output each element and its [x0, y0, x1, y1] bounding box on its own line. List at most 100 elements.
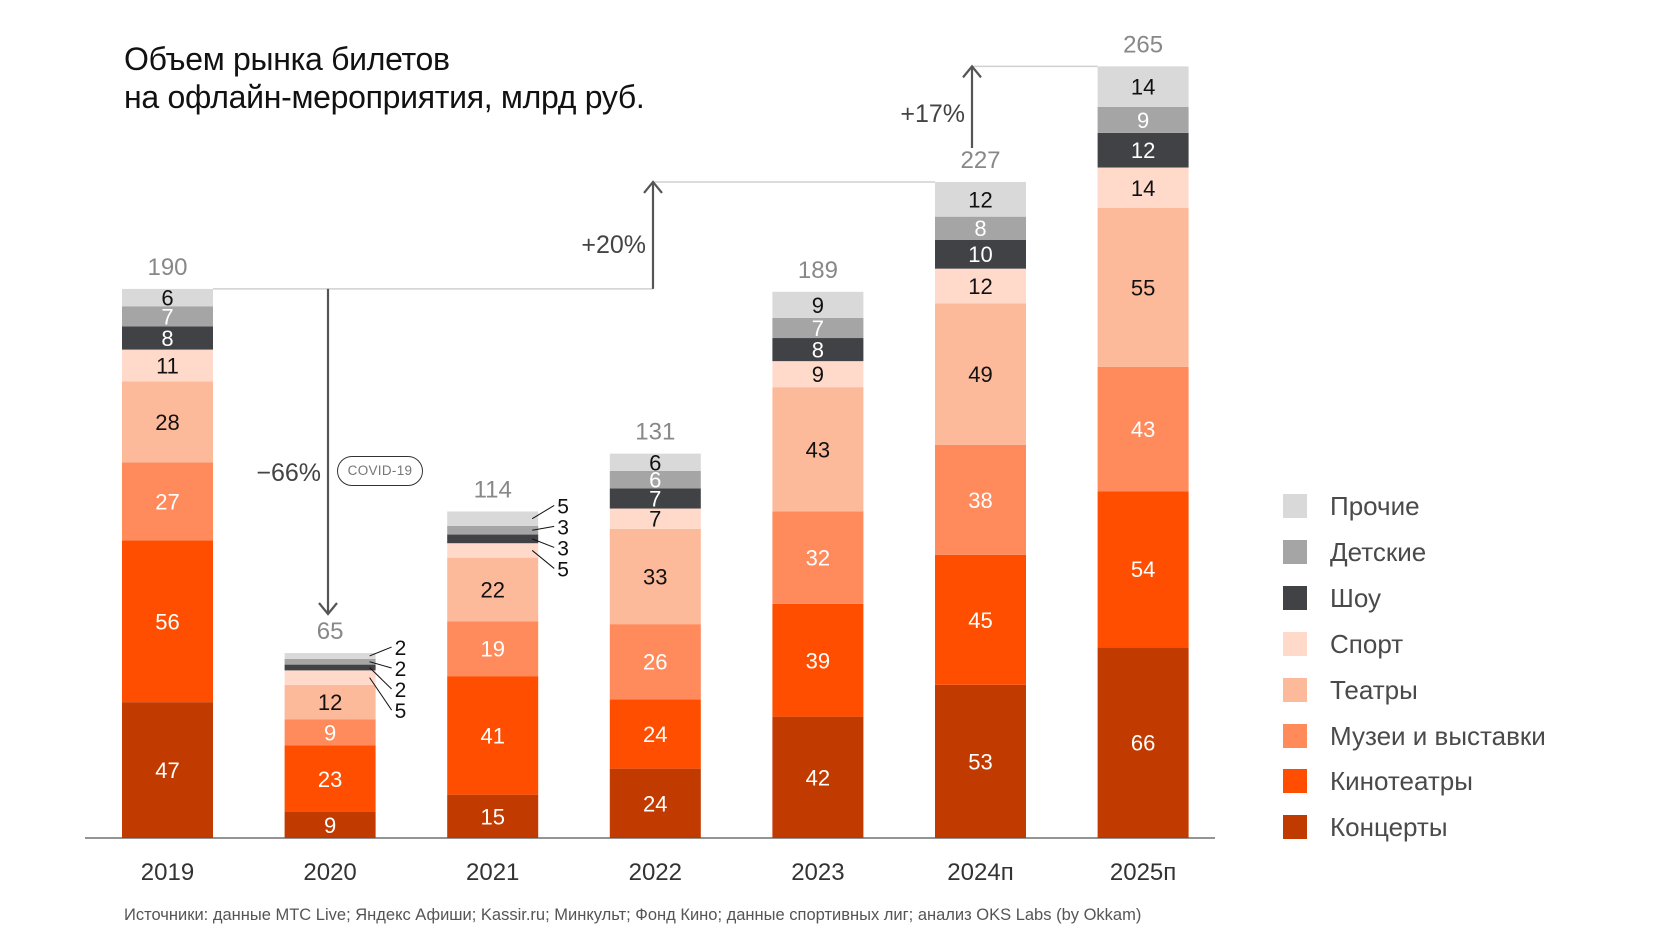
segment-label: 38: [968, 488, 992, 513]
legend-swatch: [1283, 815, 1307, 840]
bar-segment-2020-3: [284, 719, 376, 746]
x-tick-label: 2025п: [1110, 859, 1176, 886]
segment-label: 53: [968, 749, 992, 774]
legend-label: Детские: [1330, 536, 1427, 567]
total-label: 114: [474, 476, 512, 503]
drop-annotation: −66%: [256, 459, 321, 487]
bar-segment-2020-2: [284, 745, 376, 812]
segment-label: 28: [155, 410, 179, 435]
leader-line: [369, 667, 392, 690]
segment-label: 55: [1131, 275, 1155, 300]
bar-segment-2021-4: [447, 557, 539, 622]
bar-segment-2025п-3: [1097, 366, 1189, 492]
segment-label: 12: [1131, 138, 1155, 163]
x-tick-label: 2021: [466, 859, 519, 886]
growth-annotation-2022-2024: +20%: [581, 231, 646, 259]
legend-label: Кинотеатры: [1330, 766, 1473, 797]
arrow-head-icon: [643, 180, 663, 194]
bar-segment-2019-7: [122, 306, 213, 327]
leader-line: [531, 550, 555, 569]
x-tick-labels: 2019 2020 2021 2022 2023 2024п 2025п: [141, 859, 1176, 886]
legend-swatch: [1283, 494, 1307, 518]
bar-segment-2020-7: [284, 658, 376, 665]
segment-label: 12: [968, 187, 992, 212]
leader-line: [532, 538, 555, 548]
bar-segment-2019-8: [122, 288, 213, 307]
segment-label-outside: 3: [557, 516, 569, 539]
bar-segment-2020-5: [284, 670, 376, 685]
bar-segment-2022-5: [609, 508, 701, 529]
segment-label: 47: [155, 758, 179, 783]
bar-segment-2023-3: [772, 511, 864, 604]
bar-segment-2025п-7: [1097, 106, 1189, 133]
bar-segment-2023-7: [772, 317, 864, 339]
segment-label: 66: [1131, 731, 1155, 756]
bar-segment-2022-4: [609, 528, 701, 625]
segment-label: 7: [649, 507, 661, 532]
leader-line: [369, 661, 392, 669]
legend-label: Спорт: [1330, 628, 1404, 659]
total-label: 227: [960, 147, 1000, 174]
legend-label: Концерты: [1330, 812, 1448, 843]
legend-label: Шоу: [1330, 582, 1381, 613]
segment-label: 6: [649, 468, 661, 493]
bar-segment-2025п-6: [1097, 132, 1189, 168]
chart-title: Объем рынка билетов на офлайн-мероприяти…: [124, 40, 645, 116]
segment-label: 14: [1131, 176, 1155, 201]
segment-label: 9: [812, 362, 824, 387]
bar-segment-2021-5: [447, 543, 539, 558]
legend-label: Музеи и выставки: [1330, 720, 1546, 751]
x-tick-label: 2023: [791, 859, 844, 886]
legend-swatch: [1283, 539, 1307, 564]
leader-line: [532, 525, 555, 531]
segment-label: 7: [649, 486, 661, 511]
bar-segment-2021-2: [447, 676, 539, 795]
segment-label: 41: [480, 723, 504, 748]
bar-segment-2019-6: [122, 326, 213, 350]
bar-segment-2020-8: [284, 653, 376, 659]
covid-badge: COVID-19: [337, 456, 423, 486]
total-label: 189: [798, 257, 838, 284]
bar-segment-2019-5: [122, 349, 213, 382]
segment-label-outside: 3: [557, 537, 569, 560]
segment-label: 39: [806, 648, 830, 673]
bar-segment-2022-8: [609, 453, 701, 471]
bar-segment-2023-4: [772, 387, 864, 512]
leader-line: [369, 677, 393, 711]
segment-label: 9: [812, 293, 824, 318]
bar-segment-2021-8: [447, 511, 539, 526]
segment-label-outside: 5: [557, 495, 569, 518]
segment-label: 9: [1137, 108, 1149, 133]
arrow-head-icon: [962, 64, 982, 79]
bar-segment-2020-6: [284, 664, 376, 671]
segment-label: 24: [643, 791, 667, 816]
total-label: 265: [1123, 31, 1163, 58]
bar-segment-2021-1: [447, 794, 539, 838]
bar-segment-2022-2: [609, 699, 701, 769]
x-tick-label: 2019: [141, 859, 194, 886]
bar-segment-2023-5: [772, 361, 864, 388]
bar-segment-2019-2: [122, 540, 213, 703]
bar-segment-2024п-2: [935, 554, 1026, 685]
segment-label: 9: [324, 813, 336, 838]
segment-label-outside: 2: [395, 679, 407, 702]
bars: [122, 66, 1189, 838]
bar-segment-2022-6: [609, 488, 701, 509]
segment-label: 54: [1131, 557, 1155, 582]
legend-swatch: [1283, 769, 1307, 794]
segment-label: 42: [806, 765, 830, 790]
total-label: 190: [147, 254, 187, 281]
bar-segment-2025п-1: [1097, 647, 1189, 838]
segment-label-outside: 5: [557, 558, 569, 581]
growth-annotation-2024-2025: +17%: [900, 100, 965, 128]
segment-label: 8: [974, 216, 986, 241]
reference-lines: [213, 65, 1098, 290]
segment-label: 7: [812, 316, 824, 341]
segment-label: 6: [161, 286, 173, 311]
segment-label: 12: [968, 274, 992, 299]
leader-line: [369, 646, 392, 657]
bar-segment-2022-7: [609, 470, 701, 489]
bar-segment-2024п-7: [935, 216, 1026, 240]
